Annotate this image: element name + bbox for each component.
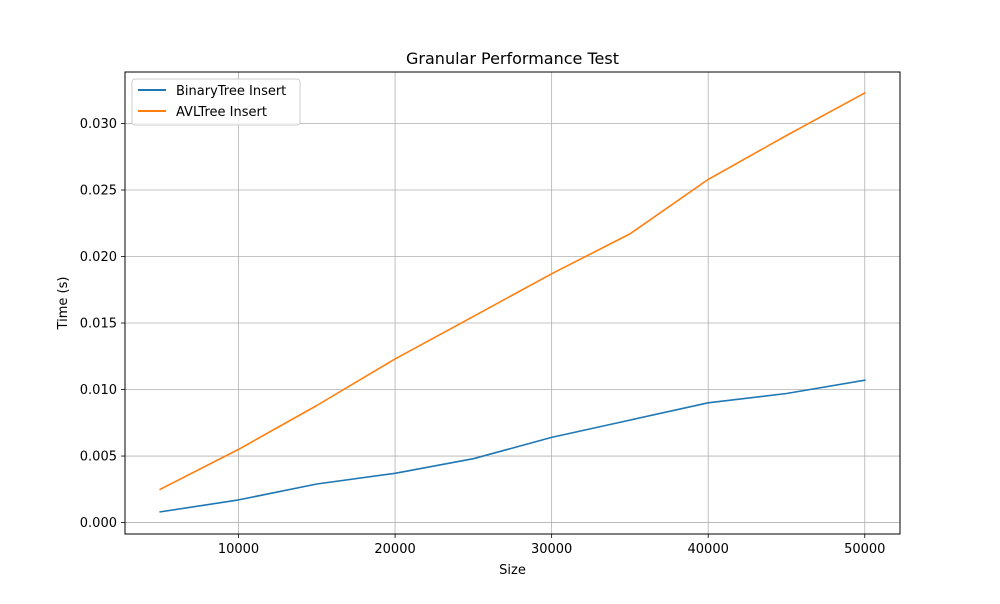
- chart-title: Granular Performance Test: [406, 49, 619, 68]
- x-tick-label: 30000: [531, 542, 572, 557]
- y-tick-label: 0.010: [80, 383, 117, 398]
- x-axis-label: Size: [499, 563, 526, 578]
- series-line-avltree-insert: [159, 91, 866, 491]
- y-tick-label: 0.025: [80, 183, 117, 198]
- y-tick-label: 0.000: [80, 516, 117, 531]
- legend-label-avltree: AVLTree Insert: [176, 105, 267, 120]
- grid-lines: [125, 72, 900, 534]
- y-tick-label: 0.020: [80, 250, 117, 265]
- y-tick-label: 0.015: [80, 317, 117, 332]
- x-axis-ticks: 10000 20000 30000 40000 50000: [218, 534, 885, 557]
- legend: BinaryTree Insert AVLTree Insert: [131, 78, 301, 126]
- legend-box: [131, 78, 301, 126]
- y-tick-label: 0.005: [80, 450, 117, 465]
- y-tick-label: 0.030: [80, 117, 117, 132]
- series-line-binarytree-insert: [159, 379, 866, 513]
- x-tick-label: 20000: [374, 542, 415, 557]
- x-tick-label: 10000: [218, 542, 259, 557]
- y-axis-ticks: 0.000 0.005 0.010 0.015 0.020 0.025 0.030: [80, 117, 125, 531]
- plot-area-frame: [124, 71, 901, 535]
- series-lines: [159, 91, 866, 513]
- x-tick-label: 40000: [688, 542, 729, 557]
- y-axis-label: Time (s): [56, 277, 71, 331]
- x-tick-label: 50000: [844, 542, 885, 557]
- legend-label-binarytree: BinaryTree Insert: [176, 84, 286, 99]
